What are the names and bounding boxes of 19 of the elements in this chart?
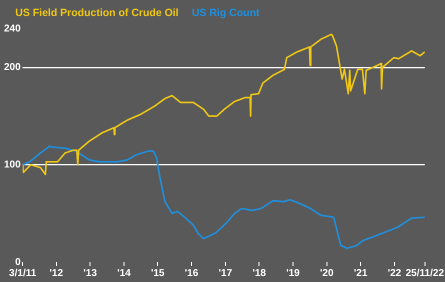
x-tick-label: '12 [50,268,64,279]
x-tick-label: '19 [286,268,300,279]
x-tick-label: '22 [388,268,402,279]
x-tick-label: 25/11/22 [406,268,444,279]
x-tick-label: '15 [150,268,165,279]
x-tick-label: '14 [117,268,132,279]
x-tick-label: '18 [252,268,266,279]
x-tick-label: 3/1/11 [9,268,37,279]
text: US Rig Count [192,7,260,20]
x-tick-label: '17 [218,268,233,279]
x-tick-label: '13 [83,268,98,279]
x-tick-label: '16 [184,268,199,279]
y-tick-label: 0 [15,256,22,268]
x-tick-label: '20 [320,268,334,279]
x-tick-label: '21 [354,268,368,279]
y-tick-label: 240 [4,23,22,34]
text: US Field Production of Crude Oil [15,7,179,20]
y-tick-label: 200 [4,62,22,74]
y-tick-label: 100 [4,159,22,170]
